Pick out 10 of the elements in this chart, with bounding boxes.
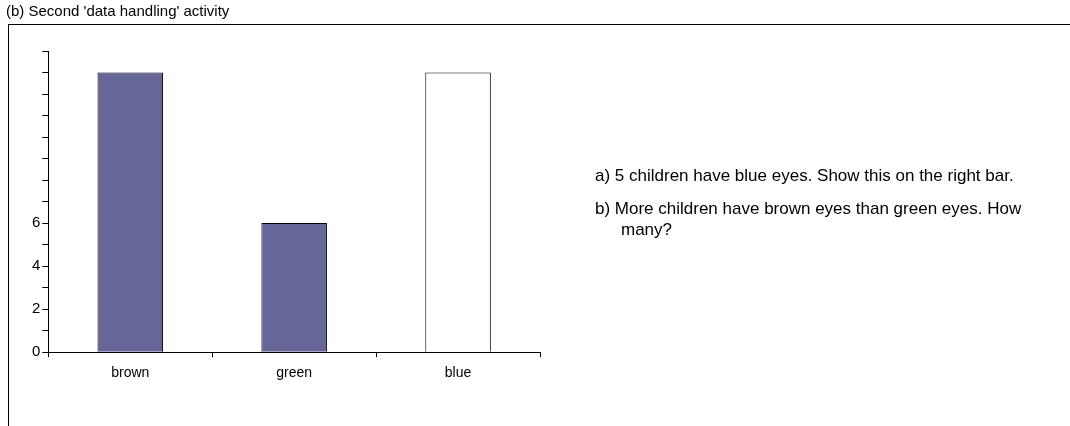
y-tick-label: 6 — [32, 213, 41, 231]
text: b) More children have brown eyes than green eyes. How many? — [595, 198, 1023, 240]
x-tick-label: green — [276, 364, 313, 381]
text: a) 5 children have blue eyes. Show this on the right bar. — [595, 165, 1015, 186]
x-tick-label: brown — [111, 364, 150, 381]
chart-title: (b) Second 'data handling' activity — [6, 2, 230, 19]
y-tick-label: 0 — [32, 342, 41, 360]
y-tick-label: 4 — [32, 256, 41, 274]
x-tick-label: blue — [444, 364, 472, 381]
y-tick-label: 2 — [32, 299, 41, 317]
